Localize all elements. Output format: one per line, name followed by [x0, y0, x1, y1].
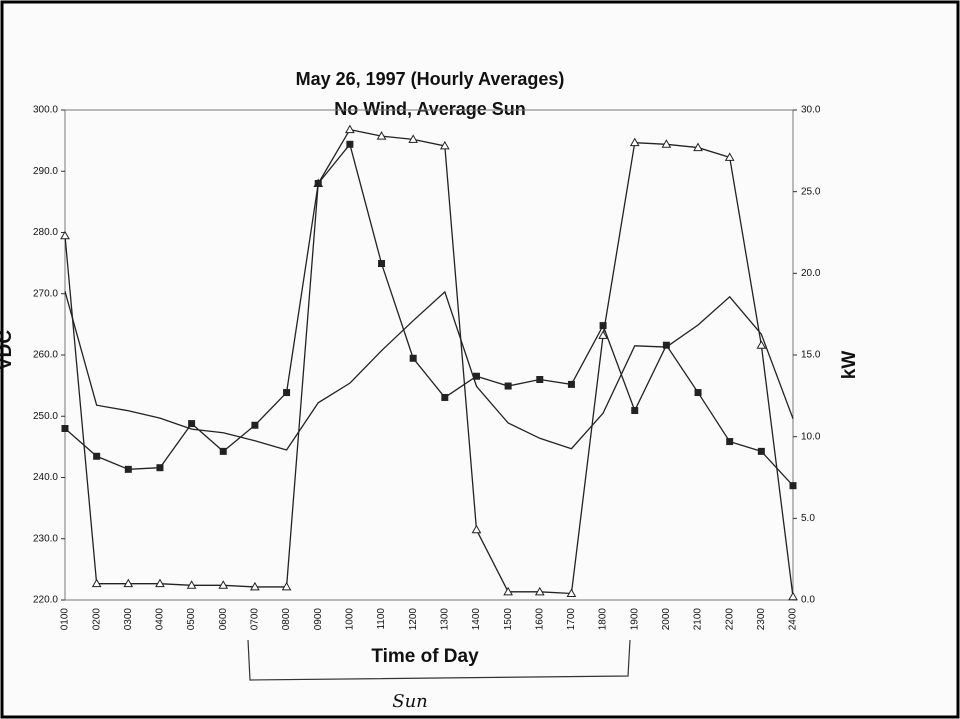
x-tick-label: 1700	[566, 608, 577, 631]
point	[694, 389, 702, 397]
point	[757, 447, 765, 455]
x-tick-label: 0800	[281, 608, 292, 631]
point	[441, 393, 449, 401]
point	[60, 230, 70, 240]
point	[378, 260, 386, 268]
x-tick-label: 1500	[503, 608, 514, 631]
point	[536, 376, 544, 383]
chart-subtitle: No Wind, Average Sun	[334, 99, 526, 119]
annotation: Sun	[392, 691, 428, 712]
point	[345, 124, 355, 134]
sun-bracket	[247, 639, 631, 681]
point	[726, 438, 734, 446]
series-line	[64, 128, 794, 597]
point	[693, 142, 703, 152]
point	[661, 139, 672, 148]
point	[662, 341, 670, 349]
x-tick-label: 0200	[91, 608, 102, 631]
y2-tick-label: 5.0	[801, 513, 815, 524]
point	[504, 382, 512, 390]
y-tick-label: 300.0	[33, 105, 58, 116]
point	[91, 578, 102, 588]
x-tick-label: 0600	[218, 608, 229, 631]
x-tick-label: 2100	[693, 608, 704, 631]
y-tick-label: 220.0	[33, 595, 58, 606]
x-tick-label: 2400	[788, 608, 799, 631]
point	[472, 372, 480, 380]
y-tick-label: 250.0	[33, 411, 58, 422]
y2-tick-label: 15.0	[801, 350, 821, 361]
y-tick-label: 280.0	[33, 227, 58, 238]
point	[346, 140, 354, 148]
point	[409, 354, 417, 362]
y-tick-label: 290.0	[33, 166, 58, 177]
x-tick-label: 1400	[471, 608, 482, 631]
point	[124, 465, 132, 473]
point	[219, 447, 227, 455]
y-tick-label: 240.0	[33, 472, 58, 483]
point	[188, 420, 196, 428]
x-tick-label: 0700	[250, 608, 261, 631]
x-axis-label: Time of Day	[371, 646, 479, 667]
y2-tick-label: 0.0	[801, 595, 815, 606]
point	[439, 140, 450, 150]
y-tick-label: 270.0	[33, 288, 58, 299]
point	[123, 578, 134, 588]
y2-tick-label: 10.0	[801, 431, 821, 442]
x-tick-label: 1000	[345, 608, 356, 631]
x-tick-label: 0900	[313, 608, 324, 631]
point	[408, 134, 419, 143]
point	[251, 421, 259, 429]
point	[599, 322, 607, 330]
x-tick-label: 1200	[408, 608, 419, 631]
point	[218, 580, 229, 589]
x-tick-label: 1900	[629, 608, 640, 631]
x-tick-label: 1800	[598, 608, 609, 631]
point	[186, 580, 197, 589]
y2-axis-label: kW	[839, 351, 860, 380]
point	[567, 380, 575, 388]
point	[250, 581, 260, 591]
x-tick-label: 2200	[724, 608, 735, 631]
point	[503, 586, 513, 596]
point	[534, 586, 545, 596]
point	[789, 482, 797, 490]
y-tick-label: 260.0	[33, 350, 58, 361]
point	[283, 389, 291, 397]
y2-tick-label: 20.0	[801, 268, 821, 279]
point	[156, 464, 164, 472]
point	[281, 581, 292, 591]
y-tick-label: 230.0	[33, 533, 58, 544]
chart-title: May 26, 1997 (Hourly Averages)	[296, 69, 565, 89]
point	[724, 152, 735, 161]
x-tick-label: 2000	[661, 608, 672, 631]
x-tick-label: 0400	[155, 608, 166, 631]
series-line	[64, 290, 794, 451]
point	[631, 407, 639, 415]
point	[376, 131, 387, 140]
series-line	[64, 142, 794, 487]
y2-tick-label: 30.0	[801, 105, 821, 116]
point	[756, 340, 767, 349]
y2-tick-label: 25.0	[801, 186, 821, 197]
x-tick-label: 1300	[439, 608, 450, 631]
x-tick-label: 0500	[186, 608, 197, 631]
x-tick-label: 2300	[756, 608, 767, 631]
x-tick-label: 0100	[60, 608, 71, 631]
x-tick-label: 1100	[376, 608, 387, 630]
point	[155, 578, 165, 588]
x-tick-label: 0300	[123, 608, 134, 631]
point	[314, 180, 322, 187]
point	[598, 330, 608, 339]
point	[788, 591, 798, 601]
point	[566, 588, 577, 597]
point	[61, 425, 69, 432]
point	[93, 452, 101, 460]
y-axis-label: VDC	[0, 330, 16, 370]
point	[629, 137, 640, 147]
x-tick-label: 1600	[534, 608, 545, 631]
point	[471, 524, 482, 534]
